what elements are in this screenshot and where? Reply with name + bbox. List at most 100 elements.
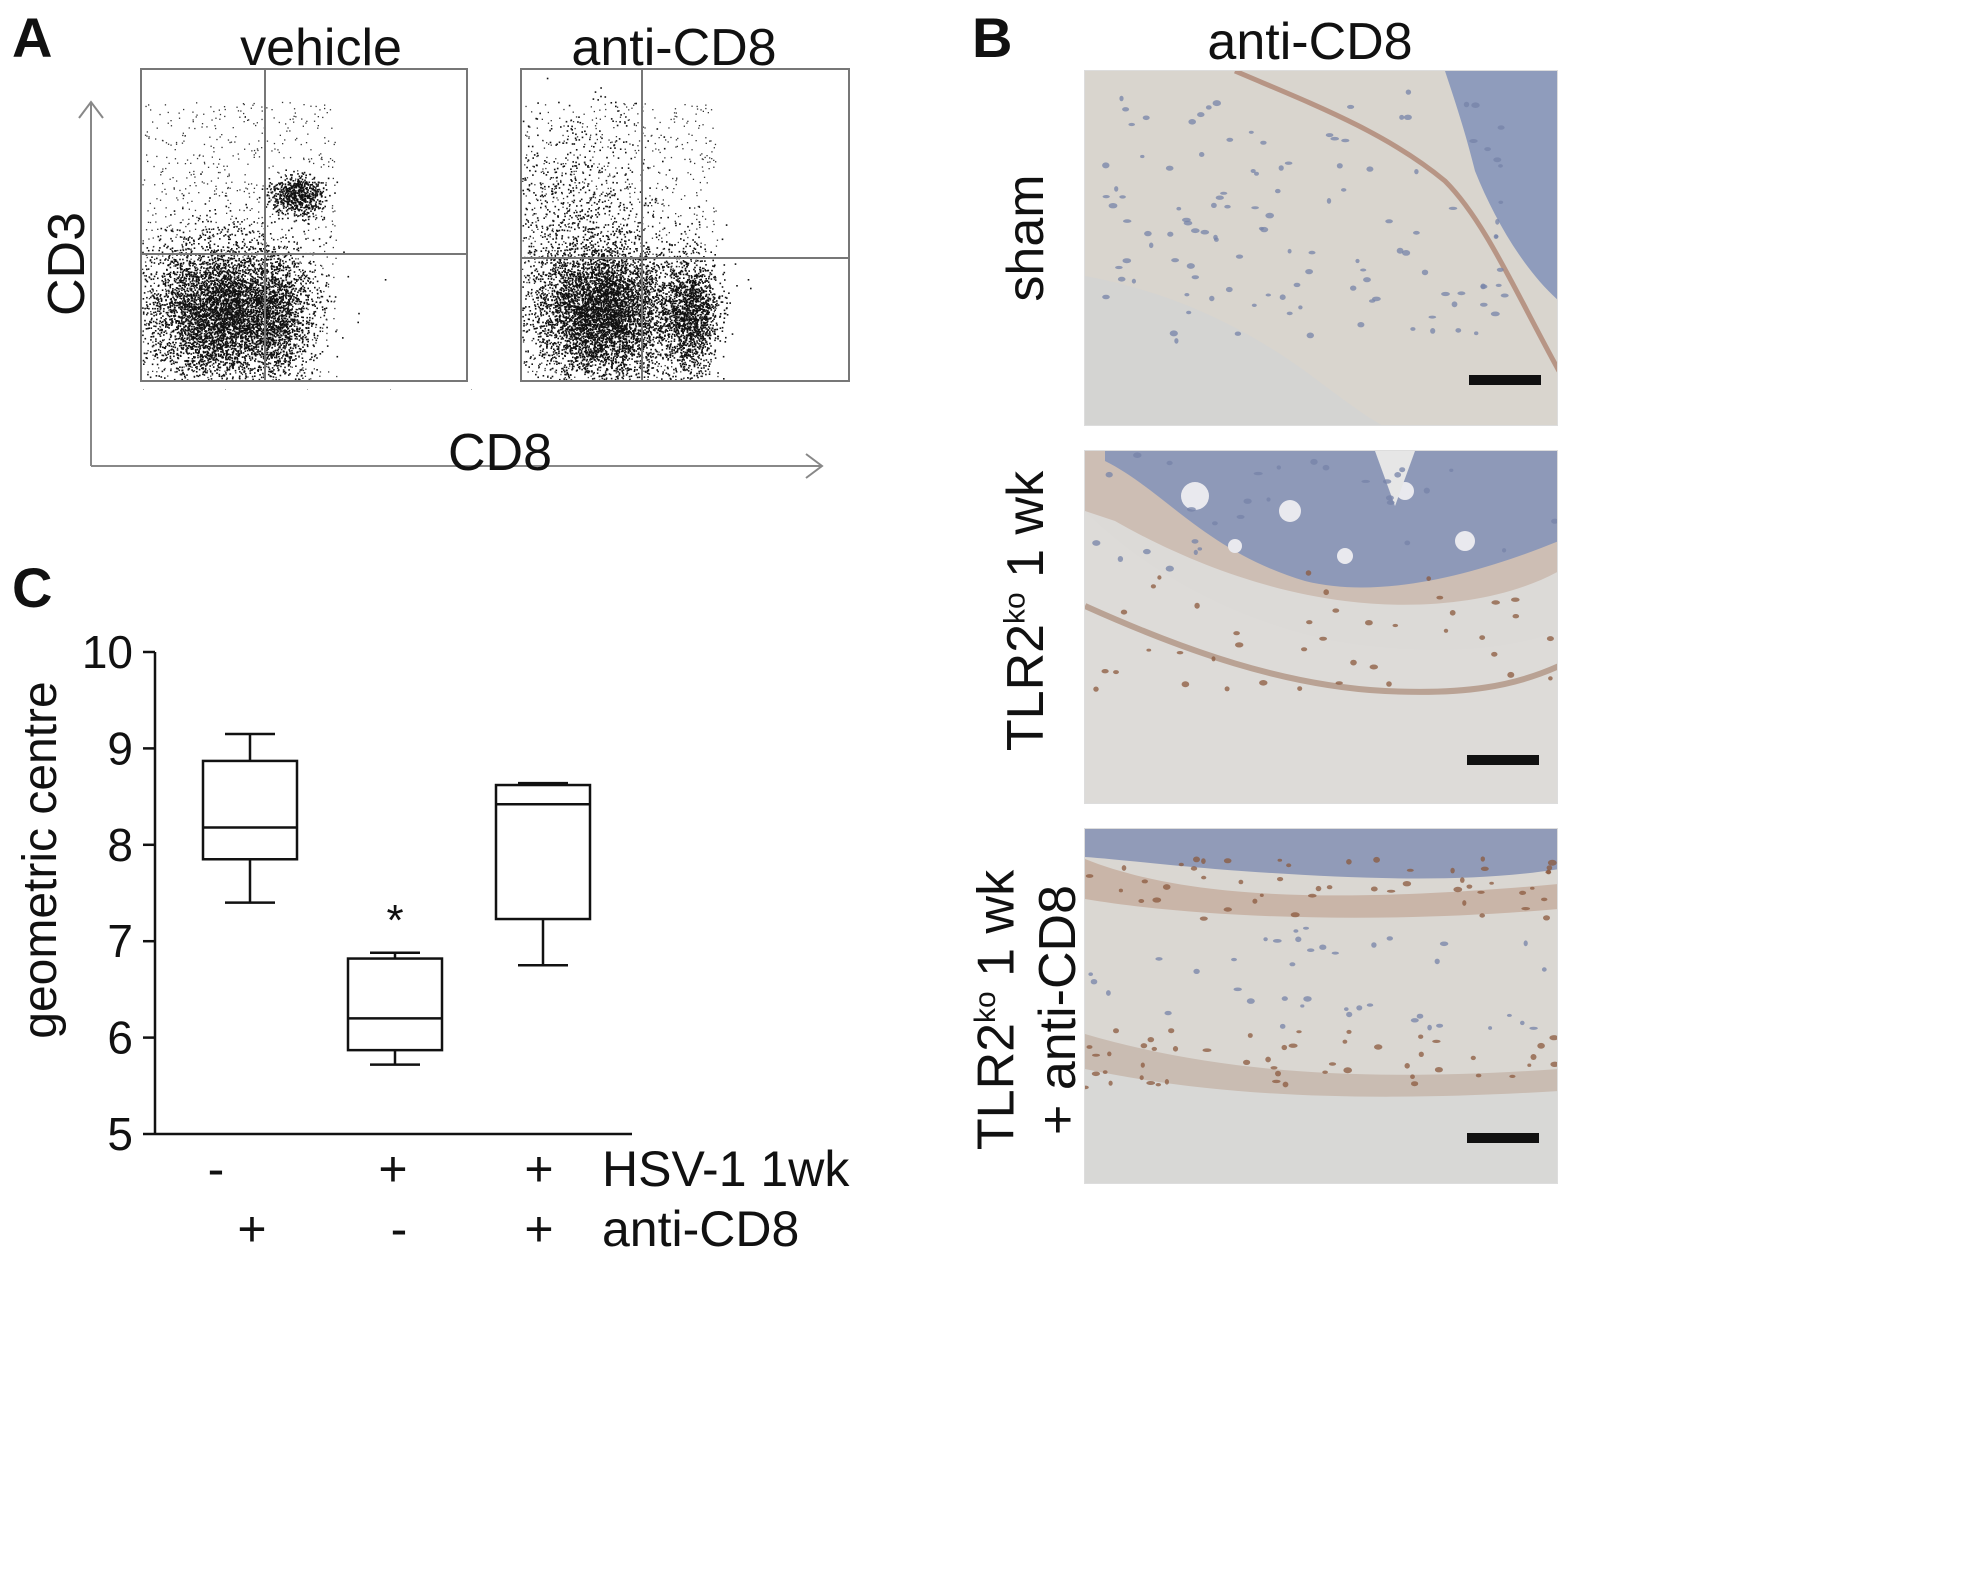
nucleus <box>1308 250 1316 255</box>
nucleus <box>1287 248 1292 254</box>
nucleus <box>1155 1083 1161 1087</box>
nucleus <box>1174 338 1179 344</box>
nucleus <box>1297 686 1303 691</box>
nucleus <box>1498 164 1503 168</box>
nucleus <box>1392 623 1399 628</box>
nucleus <box>1191 275 1199 280</box>
nucleus <box>1113 1028 1119 1034</box>
nucleus <box>1288 1043 1298 1048</box>
nucleus <box>1092 540 1101 546</box>
nucleus <box>1224 686 1230 692</box>
nucleus <box>1102 294 1110 300</box>
nucleus <box>1279 1023 1286 1029</box>
nucleus <box>1453 886 1463 893</box>
nucleus <box>1441 291 1450 297</box>
nucleus <box>1436 1023 1444 1028</box>
nucleus <box>1167 231 1174 237</box>
nucleus <box>1131 278 1136 284</box>
nucleus <box>1546 636 1554 642</box>
nucleus <box>1520 1020 1525 1026</box>
nucleus <box>1191 228 1200 234</box>
nucleus <box>1199 916 1208 921</box>
nucleus <box>1495 283 1502 287</box>
nucleus <box>1252 898 1258 904</box>
cluster-cd8-pos <box>648 221 752 380</box>
nucleus <box>1102 195 1110 199</box>
nucleus <box>1346 1029 1352 1034</box>
anticd8-row-value: + <box>524 1201 553 1257</box>
box-iqr <box>494 783 592 921</box>
nucleus <box>1346 1011 1353 1018</box>
facs-vehicle-title: vehicle <box>240 19 402 77</box>
nucleus <box>1480 284 1488 289</box>
hsv-row-value: + <box>378 1141 407 1197</box>
box-iqr <box>346 957 444 1052</box>
nucleus <box>1197 547 1203 551</box>
nucleus <box>1190 866 1198 871</box>
nucleus <box>1493 157 1502 163</box>
nucleus <box>1162 884 1171 890</box>
nucleus <box>1488 1026 1493 1030</box>
nucleus <box>1350 659 1357 666</box>
nucleus <box>1326 198 1332 204</box>
nucleus <box>1123 219 1132 223</box>
nucleus <box>1414 169 1419 175</box>
nucleus <box>1484 147 1491 152</box>
histology-image-tlr2ko-anticd8 <box>1084 828 1558 1184</box>
nucleus <box>1106 990 1111 996</box>
nucleus <box>1270 1066 1278 1070</box>
nucleus <box>1212 100 1221 107</box>
nucleus <box>1310 458 1318 465</box>
nucleus <box>1150 584 1156 589</box>
nucleus <box>1322 464 1330 471</box>
nucleus <box>1171 258 1179 263</box>
nucleus <box>1223 907 1232 912</box>
nucleus <box>1184 293 1190 297</box>
nucleus <box>1507 671 1515 678</box>
nucleus <box>1402 881 1412 887</box>
nucleus <box>1201 858 1206 864</box>
nucleus <box>1399 467 1406 473</box>
scale-bar-tlr2ko <box>1467 755 1539 765</box>
nucleus <box>1545 870 1552 874</box>
nucleus <box>1480 302 1488 307</box>
nucleus <box>1301 647 1308 652</box>
nucleus <box>1235 642 1244 648</box>
y-tick-label: 8 <box>107 819 133 871</box>
nucleus <box>1475 1073 1482 1078</box>
nucleus <box>1243 498 1252 504</box>
nucleus <box>1236 514 1245 519</box>
nucleus <box>1193 968 1200 974</box>
nucleus <box>1479 913 1485 918</box>
hsv-row-value: - <box>208 1141 225 1197</box>
histology-drawing-tlr2ko <box>1085 451 1557 803</box>
nucleus <box>1265 212 1274 219</box>
nucleus <box>1225 286 1233 293</box>
nucleus <box>1276 465 1281 470</box>
nucleus <box>1191 539 1199 544</box>
nucleus <box>1319 636 1327 641</box>
nucleus <box>1350 285 1357 291</box>
nucleus <box>1463 101 1470 108</box>
nucleus <box>1200 229 1210 235</box>
nucleus <box>1259 893 1264 897</box>
nucleus <box>1322 1070 1328 1074</box>
nucleus <box>1331 951 1339 955</box>
y-tick-label: 9 <box>107 722 133 774</box>
nucleus <box>1411 1081 1419 1087</box>
nucleus <box>1248 130 1254 134</box>
nucleus <box>1303 926 1309 930</box>
nucleus <box>1143 548 1151 555</box>
nucleus <box>1176 206 1182 211</box>
nucleus <box>1146 1081 1156 1085</box>
nucleus <box>1480 856 1485 862</box>
nucleus <box>1491 651 1498 657</box>
nucleus <box>1296 1030 1302 1034</box>
nucleus <box>1394 472 1402 478</box>
nucleus <box>1355 258 1360 264</box>
y-tick-label: 5 <box>107 1108 133 1160</box>
nucleus <box>1541 967 1547 972</box>
nucleus <box>1169 330 1178 337</box>
nucleus <box>1194 602 1200 609</box>
nucleus <box>1325 133 1334 138</box>
